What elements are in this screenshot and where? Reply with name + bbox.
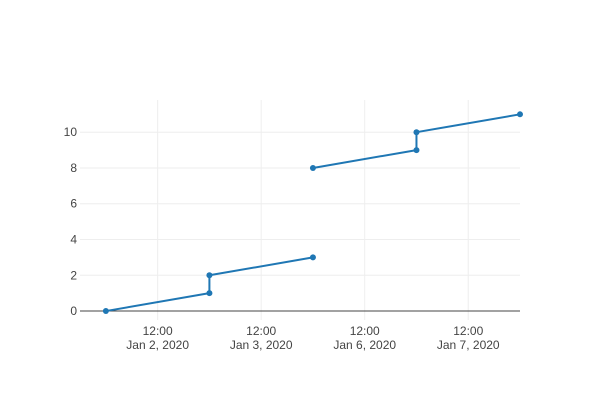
x-tick-label-time: 12:00: [246, 324, 276, 338]
x-tick-label-time: 12:00: [143, 324, 173, 338]
data-point[interactable]: [206, 290, 213, 297]
data-point[interactable]: [517, 111, 523, 118]
data-point[interactable]: [413, 129, 420, 136]
y-tick-label: 6: [70, 197, 77, 211]
data-point[interactable]: [206, 272, 213, 279]
data-point[interactable]: [309, 254, 316, 261]
series-layer: [102, 111, 523, 315]
data-point[interactable]: [413, 147, 420, 154]
x-tick-label-date: Jan 7, 2020: [437, 338, 500, 352]
grid-layer: [80, 100, 520, 320]
series-line: [312, 113, 521, 169]
y-tick-label: 4: [70, 233, 77, 247]
series-line: [105, 256, 314, 313]
x-tick-label-date: Jan 2, 2020: [126, 338, 189, 352]
x-tick-label-time: 12:00: [350, 324, 380, 338]
y-tick-label: 10: [64, 125, 78, 139]
data-point[interactable]: [102, 308, 109, 315]
x-tick-label-time: 12:00: [453, 324, 483, 338]
x-tick-label-date: Jan 6, 2020: [333, 338, 396, 352]
y-tick-label: 2: [70, 268, 77, 282]
y-tick-label: 0: [70, 304, 77, 318]
data-point[interactable]: [309, 164, 316, 171]
y-tick-label: 8: [70, 161, 77, 175]
x-tick-label-date: Jan 3, 2020: [230, 338, 293, 352]
